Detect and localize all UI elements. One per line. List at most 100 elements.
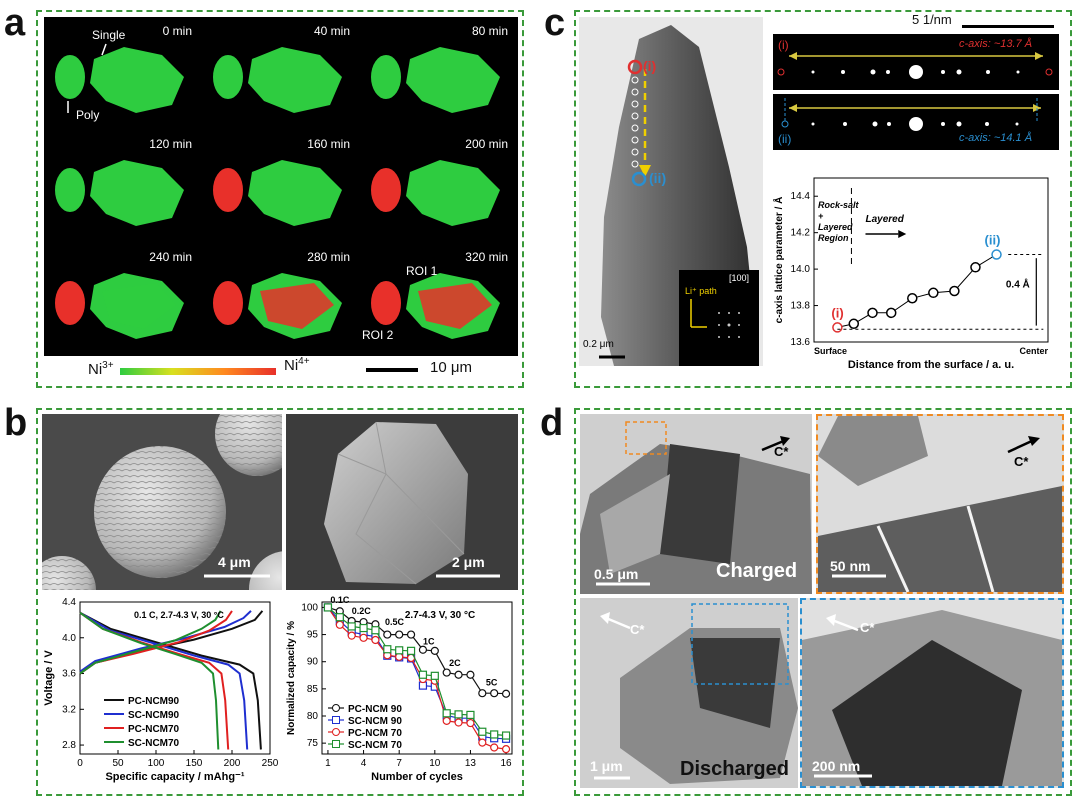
- time-label: 0 min: [163, 24, 192, 38]
- tem-charged-overview: 0.5 μm Charged C*: [580, 414, 812, 594]
- rate-series-line: [327, 607, 507, 740]
- marker-ii-label: (ii): [649, 170, 667, 186]
- colorbar-ni4-sup: 4+: [298, 356, 310, 367]
- voltage-curve-discharge: [79, 611, 220, 750]
- panel-d-letter: d: [540, 402, 564, 444]
- rate-point: [466, 710, 475, 720]
- y-tick-label: 14.0: [791, 264, 811, 275]
- rate-point: [395, 630, 404, 639]
- poly-particle: [55, 168, 85, 212]
- xanes-map-grid: 0 min 40 min 80 min 120 min 160 min 200 min 24…: [44, 17, 516, 354]
- voltage-xlabel: Specific capacity / mAhg⁻¹: [105, 771, 244, 783]
- poly-particle: [213, 168, 243, 212]
- legend-label: PC-NCM 70: [348, 728, 402, 739]
- rate-point: [466, 718, 475, 728]
- x-left-end: Surface: [814, 346, 847, 356]
- caxis-first-label: (i): [831, 305, 843, 320]
- region-arrow-head: [898, 230, 907, 238]
- fft-strip-i: (i) c-axis: ~13.7 Å: [773, 34, 1059, 90]
- x-tick-label: 10: [429, 758, 441, 769]
- fft-scale-label: 5 1/nm: [912, 12, 952, 27]
- x-tick-label: 200: [224, 758, 241, 769]
- rate-label: 5C: [486, 678, 498, 688]
- legend-label: SC-NCM 70: [348, 740, 402, 751]
- rate-point: [454, 710, 463, 719]
- legend-marker: [332, 716, 340, 724]
- voltage-chart-title: 0.1 C, 2.7-4.3 V, 30 °C: [134, 610, 224, 620]
- time-label: 280 min: [307, 250, 350, 264]
- fft-strip-ii: (ii) c-axis: ~14.1 Å: [773, 94, 1059, 150]
- panel-a-frame: [36, 10, 524, 388]
- caxis-last-label: (ii): [985, 233, 1001, 248]
- rate-series-line: [327, 607, 507, 750]
- legend-label: PC-NCM90: [128, 696, 180, 707]
- tem-particle-image: (i) (ii) 0.2 μm Li⁺ path [100]: [579, 17, 763, 366]
- single-particles: [248, 160, 342, 226]
- plot-frame: [321, 601, 513, 755]
- panel-a-letter: a: [4, 2, 26, 44]
- d-tr-scale-label: 50 nm: [830, 558, 871, 574]
- rate-point: [406, 630, 416, 639]
- time-label: 40 min: [314, 24, 350, 38]
- x-tick-label: 1: [325, 758, 331, 769]
- x-tick-label: 13: [465, 758, 477, 769]
- rate-point: [490, 743, 499, 752]
- rate-point: [395, 646, 404, 655]
- y-tick-label: 2.8: [62, 740, 76, 751]
- delta-label: 0.4 Å: [1006, 277, 1030, 290]
- legend-marker: [332, 728, 340, 736]
- y-tick-label: 3.2: [62, 704, 76, 715]
- single-label: Single: [92, 28, 126, 42]
- y-tick-label: 14.2: [791, 228, 811, 239]
- rate-chart-title: 2.7-4.3 V, 30 °C: [405, 610, 475, 621]
- rate-point: [442, 716, 451, 725]
- y-tick-label: 3.6: [62, 669, 76, 680]
- rate-point: [418, 645, 428, 654]
- fft-spots-ii: [811, 117, 1019, 131]
- cstar-br-label: C*: [860, 620, 875, 635]
- caxis-point: [949, 285, 960, 297]
- rate-label: 1C: [423, 636, 435, 646]
- tem-charged-zoom: 50 nm C*: [816, 414, 1064, 594]
- panel-b-letter: b: [4, 402, 28, 444]
- delithiated-region: [418, 283, 492, 329]
- probe-points: [631, 76, 639, 168]
- charged-label: Charged: [716, 560, 798, 582]
- single-particles: [248, 47, 342, 113]
- sem-single-crystal-image: 2 μm: [286, 414, 518, 590]
- legend-label: PC-NCM 90: [348, 704, 402, 715]
- rate-xlabel: Number of cycles: [371, 771, 463, 783]
- rate-point: [371, 635, 380, 645]
- marker-ii: [631, 171, 647, 187]
- y-tick-label: 75: [307, 738, 319, 749]
- region-left-text: Region: [818, 233, 849, 243]
- rate-point: [501, 731, 511, 740]
- inset-path-label: Li⁺ path: [685, 286, 717, 296]
- rate-point: [371, 626, 380, 635]
- fft-ii-label: (ii): [778, 132, 792, 146]
- caxis-ylabel: c-axis lattice parameter / Å: [772, 197, 785, 324]
- d-br-scale-label: 200 nm: [812, 758, 861, 774]
- d-bl-scale-label: 1 μm: [590, 758, 623, 774]
- c-axis-chart: 13.613.814.014.214.4Rock-salt+LayeredReg…: [772, 177, 1049, 371]
- y-tick-label: 4.0: [62, 633, 76, 644]
- panel-a-scalebar-label: 10 μm: [430, 359, 472, 376]
- marker-i-label: (i): [643, 58, 657, 74]
- poly-particle: [371, 55, 401, 99]
- rate-point: [335, 613, 344, 622]
- time-label: 80 min: [472, 24, 508, 38]
- roi1-label: ROI 1: [406, 264, 438, 278]
- rate-point: [359, 633, 368, 642]
- y-tick-label: 85: [307, 684, 319, 695]
- rate-point: [501, 689, 511, 698]
- fft-ii-caxis: c-axis: ~14.1 Å: [959, 132, 1033, 144]
- y-tick-label: 14.4: [791, 191, 811, 202]
- region-left-text: +: [818, 211, 824, 221]
- y-tick-label: 90: [307, 657, 319, 668]
- caxis-point: [991, 249, 1002, 260]
- time-label: 160 min: [307, 137, 350, 151]
- poly-particle: [213, 281, 243, 325]
- rate-label: 0.2C: [352, 606, 372, 616]
- scan-arrow-head: [639, 165, 651, 177]
- x-tick-label: 50: [112, 758, 124, 769]
